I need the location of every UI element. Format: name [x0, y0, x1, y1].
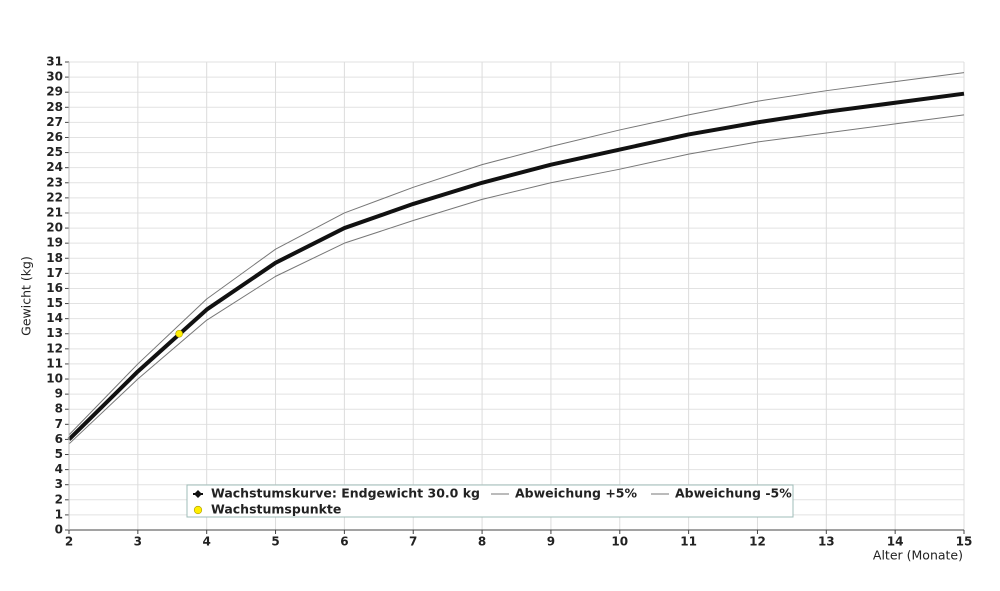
y-axis-label: Gewicht (kg)	[19, 256, 34, 336]
legend-swatch	[194, 490, 202, 498]
x-tick-label: 5	[271, 535, 279, 549]
y-tick-label: 17	[46, 266, 63, 280]
y-tick-label: 29	[46, 85, 63, 99]
y-tick-label: 30	[46, 70, 63, 84]
y-tick-label: 1	[55, 507, 63, 521]
plot	[67, 72, 965, 445]
y-tick-label: 24	[46, 160, 63, 174]
legend-label: Abweichung -5%	[675, 486, 792, 501]
x-tick-label: 11	[680, 535, 697, 549]
x-axis-label: Alter (Monate)	[873, 548, 963, 563]
y-tick-label: 8	[55, 402, 63, 416]
x-tick-label: 3	[134, 535, 142, 549]
y-tick-label: 0	[55, 523, 63, 537]
y-tick-label: 21	[46, 205, 63, 219]
legend-label: Wachstumspunkte	[211, 502, 341, 517]
x-tick-label: 6	[340, 535, 348, 549]
y-tick-label: 18	[46, 251, 63, 265]
y-tick-label: 10	[46, 372, 63, 386]
y-tick-label: 6	[55, 432, 63, 446]
y-tick-label: 5	[55, 447, 63, 461]
series-line	[68, 72, 965, 436]
x-tick-label: 13	[818, 535, 835, 549]
y-tick-label: 14	[46, 311, 63, 325]
y-tick-label: 13	[46, 326, 63, 340]
series-line	[67, 91, 965, 441]
legend-swatch	[193, 505, 203, 515]
y-tick-label: 7	[55, 417, 63, 431]
y-tick-label: 3	[55, 477, 63, 491]
y-tick-label: 12	[46, 341, 63, 355]
y-tick-label: 28	[46, 100, 63, 114]
y-tick-label: 23	[46, 175, 63, 189]
y-tick-label: 25	[46, 145, 63, 159]
y-tick-label: 26	[46, 130, 63, 144]
x-tick-label: 8	[478, 535, 486, 549]
y-tick-label: 27	[46, 115, 63, 129]
series-line	[68, 114, 965, 445]
x-tick-label: 7	[409, 535, 417, 549]
y-tick-label: 9	[55, 387, 63, 401]
legend: Wachstumskurve: Endgewicht 30.0 kg Abweic…	[186, 484, 794, 518]
x-tick-label: 9	[547, 535, 555, 549]
y-tick-label: 4	[55, 462, 63, 476]
x-tick-label: 2	[65, 535, 73, 549]
legend-label: Wachstumskurve: Endgewicht 30.0 kg	[211, 486, 480, 501]
y-tick-label: 31	[46, 55, 63, 69]
data-point	[175, 329, 183, 338]
x-tick-label: 10	[611, 535, 628, 549]
y-tick-label: 15	[46, 296, 63, 310]
legend-box	[186, 484, 794, 518]
x-tick-label: 4	[203, 535, 211, 549]
x-tick-label: 12	[749, 535, 766, 549]
y-tick-label: 19	[46, 236, 63, 250]
y-tick-label: 22	[46, 190, 63, 204]
y-tick-label: 16	[46, 281, 63, 295]
legend-label: Abweichung +5%	[515, 486, 638, 501]
x-tick-label: 15	[956, 535, 973, 549]
y-tick-label: 11	[46, 356, 63, 370]
y-tick-label: 2	[55, 492, 63, 506]
axes: 0123456789101112131415161718192021222324…	[46, 55, 972, 549]
y-tick-label: 20	[46, 221, 63, 235]
x-tick-label: 14	[887, 535, 904, 549]
